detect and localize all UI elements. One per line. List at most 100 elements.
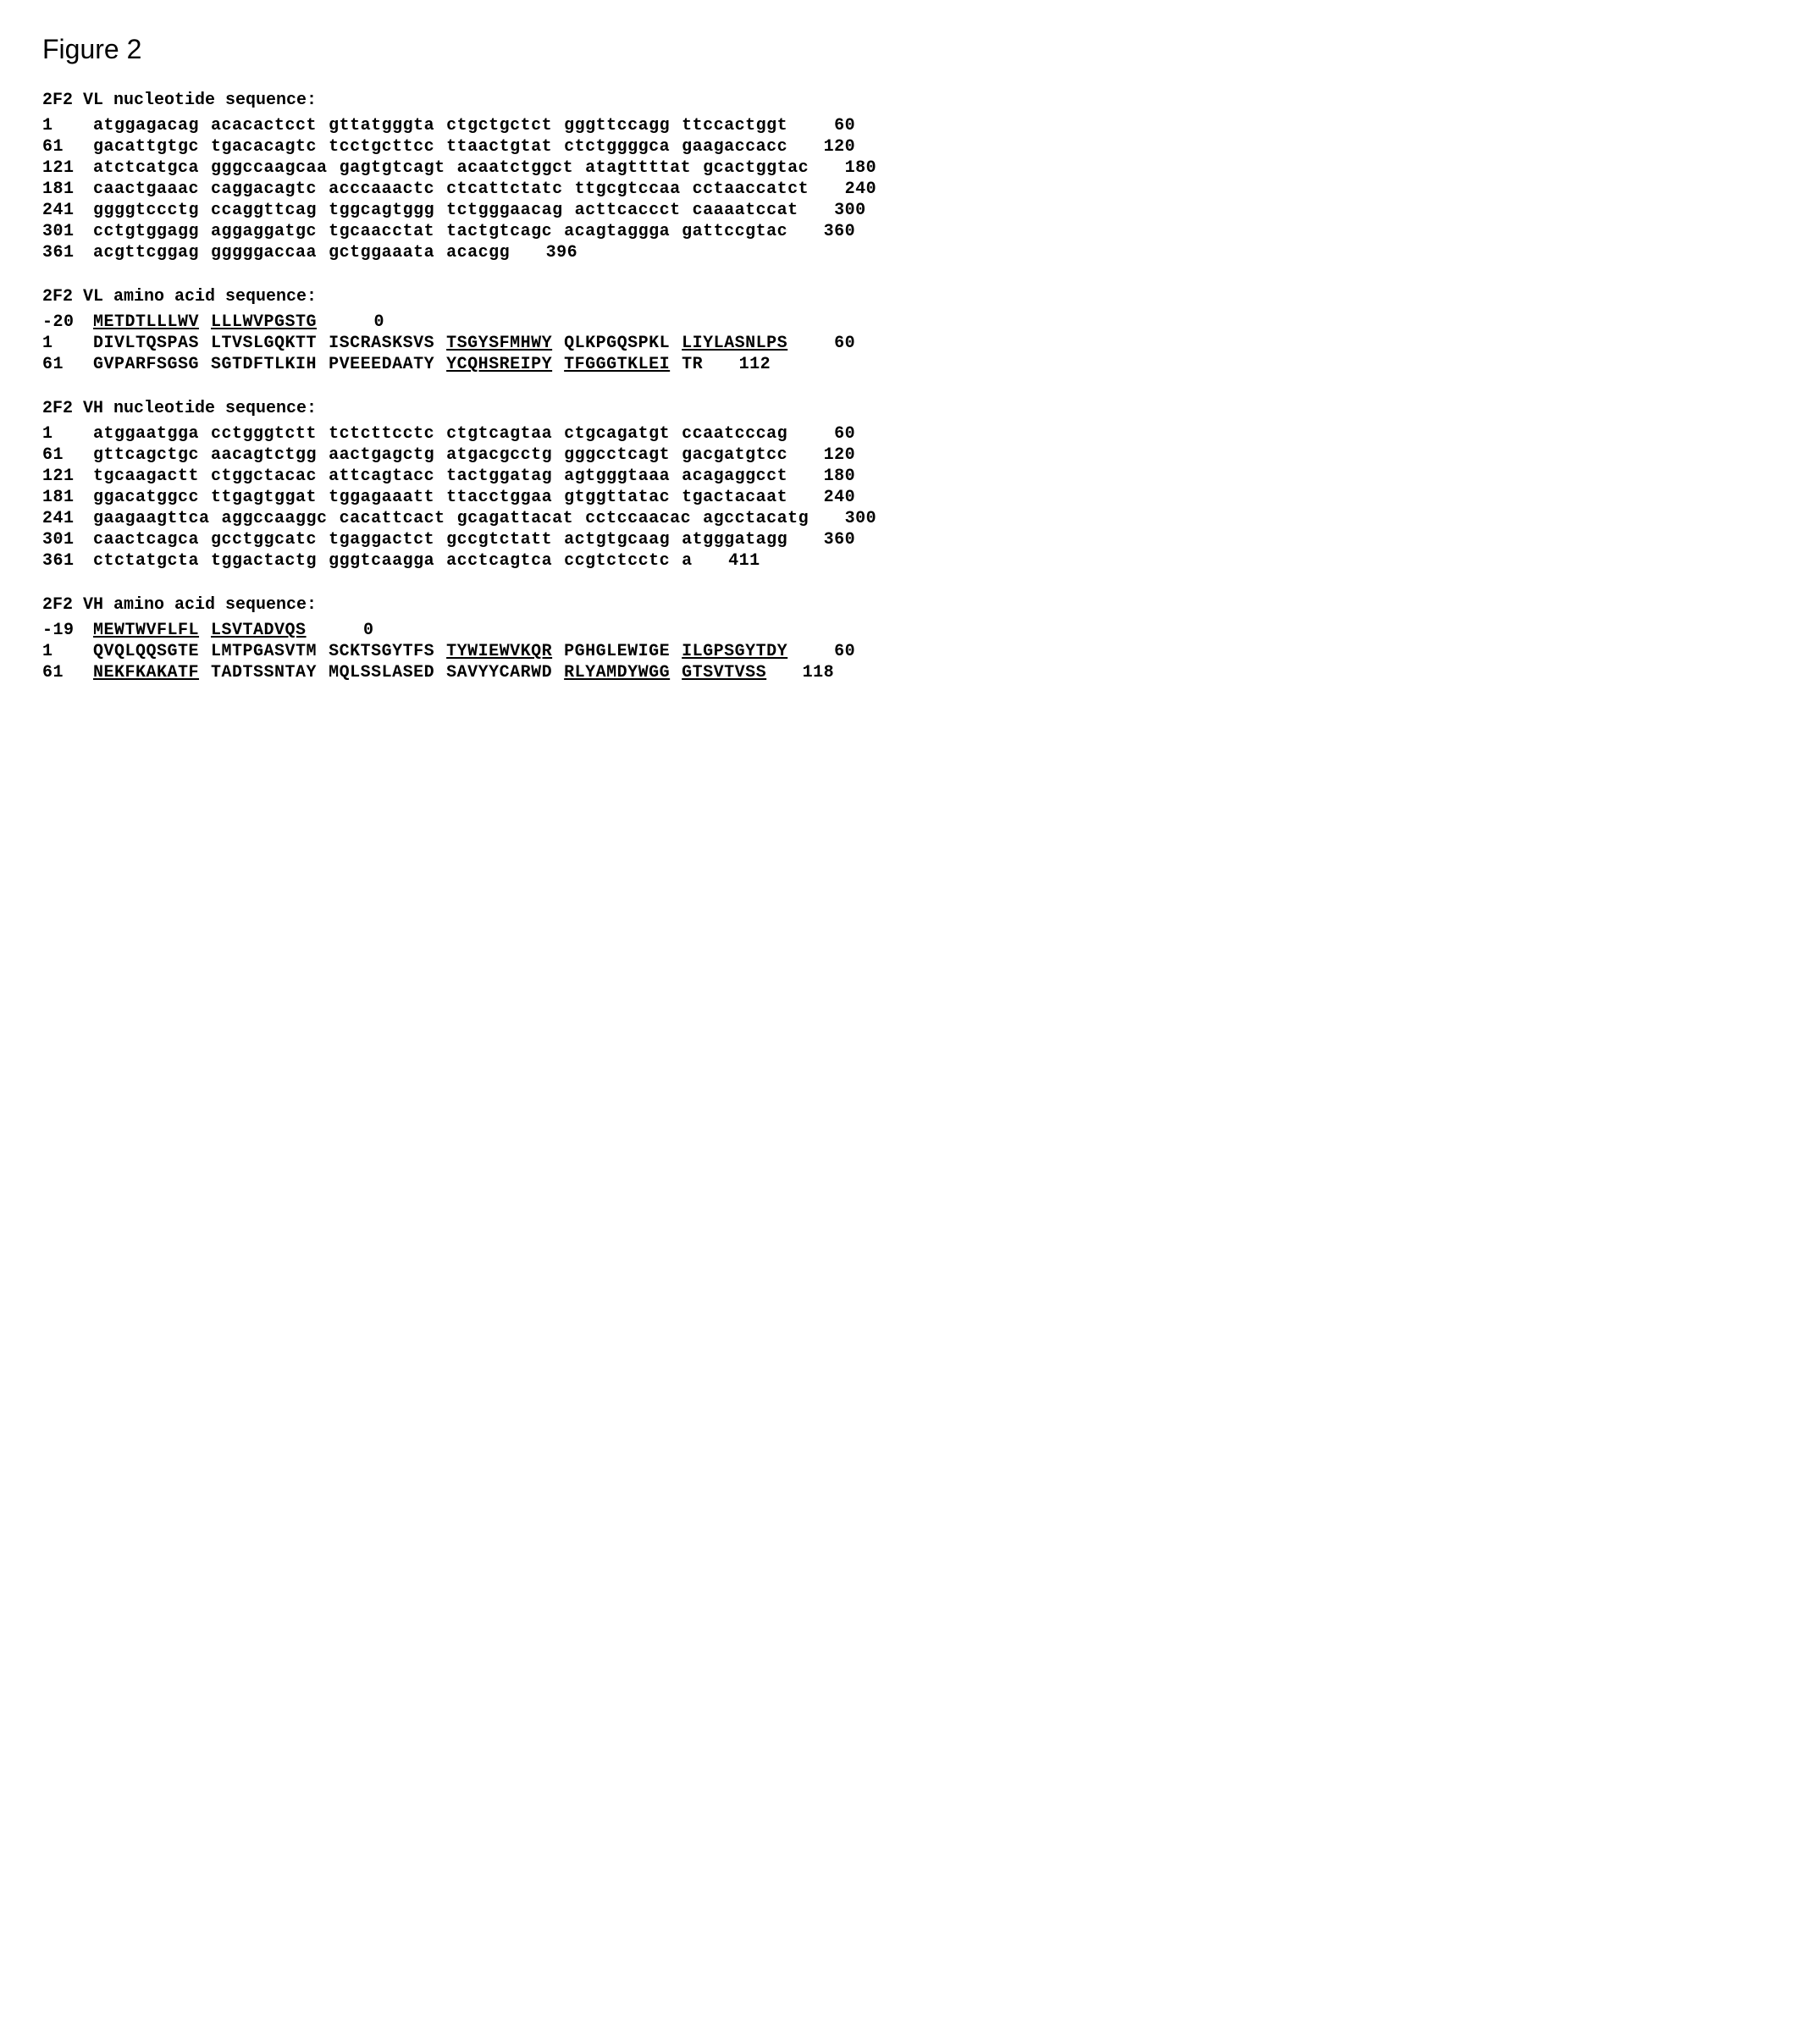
sequence-block: LLLWVPGSTG	[211, 312, 317, 333]
sequence-block: tggcagtggg	[329, 200, 434, 221]
sequence-blocks: gttcagctgcaacagtctggaactgagctgatgacgcctg…	[93, 445, 799, 466]
sequence-block: ttgagtggat	[211, 487, 317, 508]
position-end: 112	[720, 354, 771, 375]
sequence-row: 181ggacatggccttgagtggattggagaaattttacctg…	[42, 487, 1765, 508]
sequence-block: ILGPSGYTDY	[682, 641, 787, 662]
position-end: 240	[804, 487, 855, 508]
sequence-blocks: tgcaagacttctggctacacattcagtacctactggatag…	[93, 466, 799, 487]
sequence-block: DIVLTQSPAS	[93, 333, 199, 354]
sequence-block: LSVTADVQS	[211, 620, 307, 641]
sequence-block: RLYAMDYWGG	[564, 662, 670, 683]
position-start: 1	[42, 423, 93, 445]
sequence-blocks: ggggtccctg ccaggttcag tggcagtggg tctgggaaca…	[93, 200, 810, 221]
position-start: 1	[42, 641, 93, 662]
sequence-sections: 2F2 VL nucleotide sequence:1atggagacagac…	[42, 91, 1765, 683]
sequence-block: QLKPGQSPKL	[564, 333, 670, 354]
sequence-block: SAVYYCARWD	[446, 662, 552, 683]
position-start: 301	[42, 221, 93, 242]
sequence-block: gggcctcagt	[564, 445, 670, 466]
sequence-block: GTSVTVSS	[682, 662, 766, 683]
sequence-block: tgactacaat	[682, 487, 787, 508]
position-end: 300	[815, 200, 866, 221]
sequence-block: ctgctgctct	[446, 115, 552, 136]
sequence-block: cacattcact	[340, 508, 445, 529]
sequence-block: tgacacagtc	[211, 136, 317, 157]
sequence-row: 181caactgaaaccaggacagtcacccaaactcctcattc…	[42, 179, 1765, 200]
position-end: 60	[804, 423, 855, 445]
sequence-blocks: atctcatgcagggccaagcaagagtgtcagtacaatctgg…	[93, 157, 821, 179]
sequence-row: 1atggaatggacctgggtctttctcttcctcctgtcagta…	[42, 423, 1765, 445]
sequence-block: ctggctacac	[211, 466, 317, 487]
sequence-block: TADTSSNTAY	[211, 662, 317, 683]
sequence-block: gttcagctgc	[93, 445, 199, 466]
sequence-row: -19MEWTWVFLFLLSVTADVQS0	[42, 620, 1765, 641]
sequence-row: 1atggagacagacacactcctgttatgggtactgctgctc…	[42, 115, 1765, 136]
figure-title: Figure 2	[42, 34, 1765, 65]
sequence-blocks: atggagacagacacactcctgttatgggtactgctgctct…	[93, 115, 799, 136]
sequence-block: atctcatgca	[93, 157, 199, 179]
sequence-block: ISCRASKSVS	[329, 333, 434, 354]
sequence-block: agcctacatg	[703, 508, 809, 529]
sequence-block: SGTDFTLKIH	[211, 354, 317, 375]
sequence-row: 121atctcatgcagggccaagcaagagtgtcagtacaatc…	[42, 157, 1765, 179]
sequence-block: ccaggttcag	[211, 200, 317, 221]
sequence-block: atgggatagg	[682, 529, 787, 550]
position-start: 301	[42, 529, 93, 550]
sequence-block: ccgtctcctc	[564, 550, 670, 572]
sequence-block: gctggaaata	[329, 242, 434, 263]
sequence-block: tggagaaatt	[329, 487, 434, 508]
sequence-block: atggagacag	[93, 115, 199, 136]
sequence-block: tggactactg	[211, 550, 317, 572]
position-start: 61	[42, 662, 93, 683]
sequence-block: ctgcagatgt	[564, 423, 670, 445]
sequence-block: caactgaaac	[93, 179, 199, 200]
sequence-block: TFGGGTKLEI	[564, 354, 670, 375]
sequence-block: acagtaggga	[564, 221, 670, 242]
sequence-block: tactggatag	[446, 466, 552, 487]
sequence-blocks: QVQLQQSGTELMTPGASVTMSCKTSGYTFSTYWIEWVKQR…	[93, 641, 799, 662]
sequence-block: gcactggtac	[703, 157, 809, 179]
sequence-block: METDTLLLWV	[93, 312, 199, 333]
position-start: 61	[42, 136, 93, 157]
sequence-block: tactgtcagc	[446, 221, 552, 242]
section-title: 2F2 VH amino acid sequence:	[42, 595, 1765, 615]
sequence-block: LMTPGASVTM	[211, 641, 317, 662]
sequence-block: QVQLQQSGTE	[93, 641, 199, 662]
sequence-block: GVPARFSGSG	[93, 354, 199, 375]
sequence-block: ggacatggcc	[93, 487, 199, 508]
sequence-blocks: ggacatggccttgagtggattggagaaattttacctggaa…	[93, 487, 799, 508]
sequence-blocks: MEWTWVFLFL LSVTADVQS	[93, 620, 318, 641]
sequence-block: acccaaactc	[329, 179, 434, 200]
position-start: 241	[42, 200, 93, 221]
sequence-blocks: caactcagcagcctggcatctgaggactctgccgtctatt…	[93, 529, 799, 550]
sequence-row: 61GVPARFSGSGSGTDFTLKIHPVEEEDAATYYCQHSREI…	[42, 354, 1765, 375]
position-start: 1	[42, 115, 93, 136]
sequence-block: acagaggcct	[682, 466, 787, 487]
position-start: 241	[42, 508, 93, 529]
sequence-block: PVEEEDAATY	[329, 354, 434, 375]
sequence-block: ctgtcagtaa	[446, 423, 552, 445]
sequence-block: LIYLASNLPS	[682, 333, 787, 354]
sequence-block: PGHGLEWIGE	[564, 641, 670, 662]
sequence-block: tctgggaacag	[446, 200, 563, 221]
position-start: 121	[42, 157, 93, 179]
sequence-block: ggggtccctg	[93, 200, 199, 221]
sequence-block: cctgggtctt	[211, 423, 317, 445]
sequence-block: gcctggcatc	[211, 529, 317, 550]
section-title: 2F2 VL amino acid sequence:	[42, 287, 1765, 307]
sequence-block: MEWTWVFLFL	[93, 620, 199, 641]
sequence-blocks: caactgaaaccaggacagtcacccaaactcctcattctat…	[93, 179, 821, 200]
sequence-block: aggaggatgc	[211, 221, 317, 242]
sequence-block: gaagaagttca	[93, 508, 210, 529]
sequence-row: 61gttcagctgcaacagtctggaactgagctgatgacgcc…	[42, 445, 1765, 466]
sequence-row: 301cctgtggaggaggaggatgctgcaacctattactgtc…	[42, 221, 1765, 242]
sequence-block: gttatgggta	[329, 115, 434, 136]
section-title: 2F2 VH nucleotide sequence:	[42, 399, 1765, 418]
sequence-block: ctctatgcta	[93, 550, 199, 572]
sequence-block: TYWIEWVKQR	[446, 641, 552, 662]
sequence-block: cctaaccatct	[693, 179, 810, 200]
position-end: 120	[804, 445, 855, 466]
sequence-block: gacattgtgc	[93, 136, 199, 157]
sequence-block: aggccaaggc	[222, 508, 328, 529]
sequence-block: ttaactgtat	[446, 136, 552, 157]
